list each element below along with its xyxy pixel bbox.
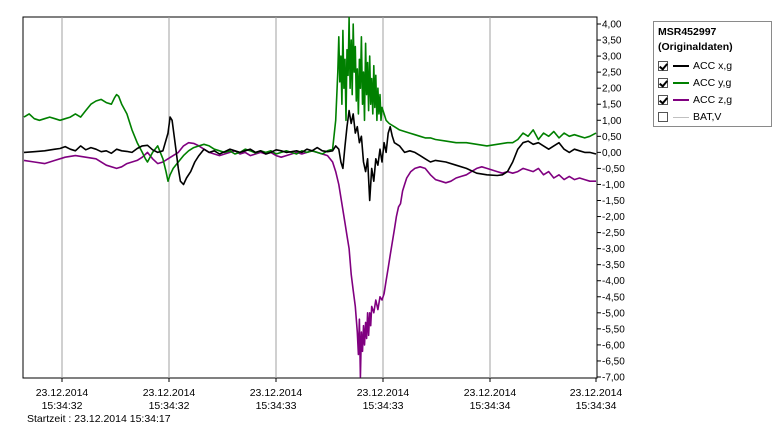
x-tick-date-2: 23.12.2014 — [250, 387, 303, 399]
y-tick-label-9: -0,50 — [602, 164, 625, 175]
y-tick-label-10: -1,00 — [602, 180, 625, 191]
x-tick-time-1: 15:34:32 — [149, 400, 190, 412]
x-tick-time-4: 15:34:34 — [470, 400, 511, 412]
y-tick-label-12: -2,00 — [602, 212, 625, 223]
y-tick-label-22: -7,00 — [602, 373, 625, 384]
x-tick-date-5: 23.12.2014 — [570, 387, 623, 399]
legend-label-acc-x: ACC x,g — [693, 60, 733, 72]
y-axis: 4,00 3,50 3,00 2,50 2,00 1,50 1,00 0,50 0,00 -0,5… — [597, 20, 625, 384]
legend-title-line1: MSR452997 — [658, 26, 717, 38]
legend-item-bat[interactable]: BAT,V — [658, 110, 721, 124]
y-tick-label-7: 0,50 — [602, 132, 622, 143]
y-tick-label-3: 2,50 — [602, 68, 622, 79]
legend-checkbox-acc-y[interactable] — [658, 78, 668, 88]
legend-label-acc-z: ACC z,g — [693, 94, 733, 106]
legend-title: MSR452997 (Originaldaten) — [654, 22, 771, 55]
y-tick-label-1: 3,50 — [602, 36, 622, 47]
series-line-acc-z-g — [23, 141, 596, 378]
legend-checkbox-acc-x[interactable] — [658, 61, 668, 71]
legend-title-line2: (Originaldaten) — [658, 41, 733, 53]
x-tick-date-0: 23.12.2014 — [36, 387, 89, 399]
y-tick-label-14: -3,00 — [602, 244, 625, 255]
y-tick-label-21: -6,50 — [602, 356, 625, 367]
y-tick-label-18: -5,00 — [602, 308, 625, 319]
y-tick-label-4: 2,00 — [602, 84, 622, 95]
legend-label-bat: BAT,V — [693, 111, 722, 123]
y-tick-label-11: -1,50 — [602, 196, 625, 207]
legend-label-acc-y: ACC y,g — [693, 77, 732, 89]
y-tick-label-16: -4,00 — [602, 276, 625, 287]
y-tick-label-15: -3,50 — [602, 260, 625, 271]
y-tick-label-19: -5,50 — [602, 324, 625, 335]
legend-swatch-acc-x — [673, 65, 689, 67]
legend-item-acc-x[interactable]: ACC x,g — [658, 59, 732, 73]
y-tick-label-0: 4,00 — [602, 20, 622, 31]
plot-area — [22, 16, 598, 379]
series-line-acc-x-g — [23, 109, 597, 202]
x-tick-time-2: 15:34:33 — [256, 400, 297, 412]
x-tick-date-4: 23.12.2014 — [464, 387, 517, 399]
legend: MSR452997 (Originaldaten) ACC x,g ACC y,… — [653, 21, 772, 127]
series-layer — [23, 16, 597, 378]
legend-swatch-bat — [673, 116, 689, 118]
series-line-acc-y-g — [23, 16, 597, 182]
x-tick-date-3: 23.12.2014 — [357, 387, 410, 399]
x-tick-time-0: 15:34:32 — [42, 400, 83, 412]
legend-checkbox-bat[interactable] — [658, 112, 668, 122]
y-tick-label-6: 1,00 — [602, 116, 622, 127]
y-tick-label-17: -4,50 — [602, 292, 625, 303]
legend-item-acc-z[interactable]: ACC z,g — [658, 93, 732, 107]
y-tick-label-13: -2,50 — [602, 228, 625, 239]
legend-swatch-acc-z — [673, 99, 689, 101]
legend-swatch-acc-y — [673, 82, 689, 84]
y-tick-label-5: 1,50 — [602, 100, 622, 111]
start-time-label: Startzeit : 23.12.2014 15:34:17 — [27, 413, 171, 425]
x-tick-time-3: 15:34:33 — [363, 400, 404, 412]
y-tick-label-20: -6,00 — [602, 340, 625, 351]
x-axis: 23.12.201415:34:3223.12.201415:34:3223.1… — [36, 378, 623, 412]
x-tick-date-1: 23.12.2014 — [143, 387, 196, 399]
x-tick-time-5: 15:34:34 — [576, 400, 617, 412]
legend-item-acc-y[interactable]: ACC y,g — [658, 76, 731, 90]
legend-checkbox-acc-z[interactable] — [658, 95, 668, 105]
y-tick-label-8: 0,00 — [602, 148, 622, 159]
vertical-gridlines — [61, 17, 491, 378]
y-tick-label-2: 3,00 — [602, 52, 622, 63]
